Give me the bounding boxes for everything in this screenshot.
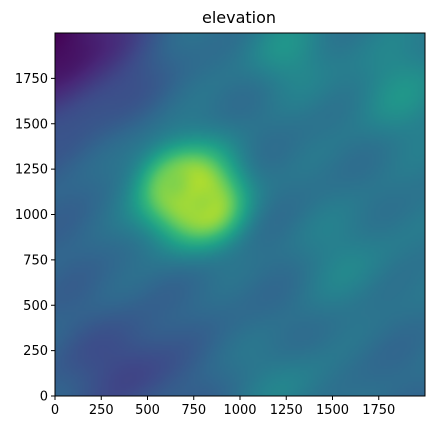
plot-area [54,32,426,397]
heatmap-image [55,33,425,396]
y-tick-label: 1000 [15,208,48,223]
x-tick-label: 500 [135,403,160,418]
y-axis: 0 250 500 750 1000 1250 1500 1750 [15,72,55,405]
y-tick-label: 250 [23,344,48,359]
x-tick-label: 750 [181,403,206,418]
x-tick-label: 1500 [316,403,349,418]
x-tick-label: 250 [89,403,114,418]
y-tick-label: 0 [40,390,48,405]
y-tick-label: 500 [23,299,48,314]
x-tick-label: 1000 [223,403,256,418]
x-tick-label: 1750 [362,403,395,418]
chart-title: elevation [202,8,276,27]
x-tick-label: 0 [51,403,59,418]
x-axis: 0 250 500 750 1000 1250 1500 1750 [51,396,395,418]
y-tick-label: 750 [23,253,48,268]
x-tick-label: 1250 [270,403,303,418]
y-tick-label: 1500 [15,117,48,132]
y-tick-label: 1750 [15,72,48,87]
y-tick-label: 1250 [15,163,48,178]
